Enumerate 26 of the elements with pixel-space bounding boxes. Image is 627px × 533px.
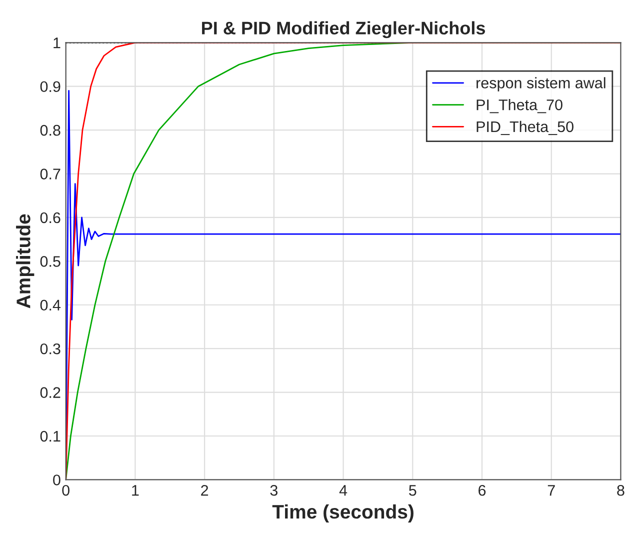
- y-tick-label: 0.8: [40, 124, 60, 136]
- y-tick-label: 0.3: [40, 343, 60, 354]
- x-tick-label: 8: [617, 484, 624, 496]
- x-tick-label: 3: [270, 484, 278, 496]
- y-tick-label: 0.2: [40, 387, 60, 398]
- y-axis-title: Amplitude: [16, 214, 34, 308]
- x-tick-label: 2: [201, 484, 208, 496]
- x-tick-label: 5: [409, 485, 416, 496]
- legend-label: PI_Theta_70: [476, 99, 562, 114]
- legend-label: PID_Theta_50: [476, 120, 574, 136]
- y-tick-label: 0.7: [40, 168, 60, 180]
- x-tick-label: 4: [339, 485, 348, 496]
- y-tick-label: 0: [53, 474, 60, 486]
- y-tick-label: 0.5: [40, 256, 60, 267]
- y-tick-label: 0.1: [40, 430, 60, 442]
- legend-label: respon sistem awal: [476, 77, 606, 92]
- y-tick-label: 0.4: [40, 300, 61, 311]
- y-tick-label: 0.9: [40, 81, 60, 92]
- x-tick-label: 7: [548, 485, 555, 496]
- x-tick-label: 0: [62, 484, 70, 496]
- y-tick-label: 0.6: [40, 212, 60, 224]
- x-tick-label: 1: [132, 485, 139, 496]
- x-axis-title: Time (seconds): [272, 504, 414, 522]
- chart-title: PI & PID Modified Ziegler-Nichols: [202, 21, 485, 38]
- y-tick-label: 1: [54, 38, 60, 48]
- x-tick-label: 6: [478, 484, 486, 496]
